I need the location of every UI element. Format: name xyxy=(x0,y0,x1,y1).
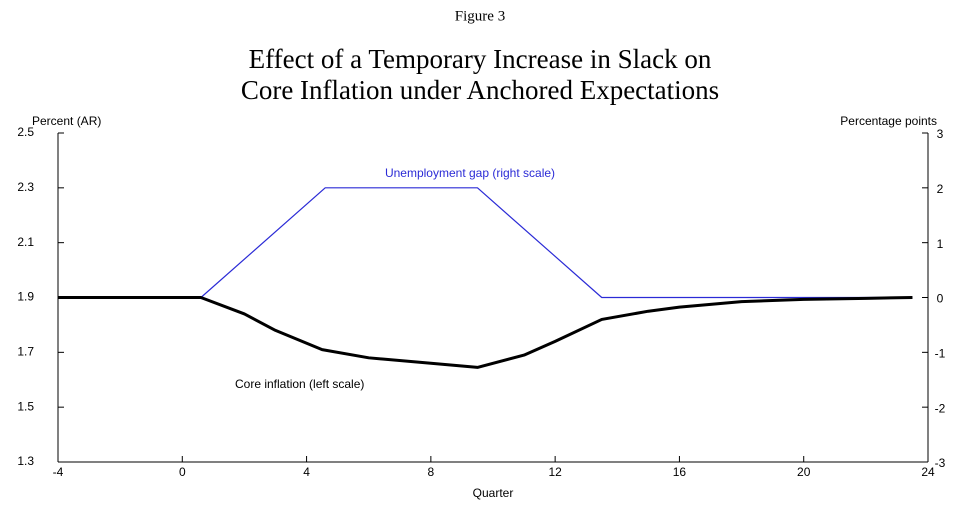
x-axis-label: Quarter xyxy=(473,486,514,500)
x-tick-label: -4 xyxy=(53,465,64,479)
y2-axis-label: Percentage points xyxy=(840,114,937,128)
figure-label: Figure 3 xyxy=(455,8,505,24)
y-tick-label: 2.1 xyxy=(17,235,34,249)
x-tick-label: 0 xyxy=(179,465,186,479)
series-line xyxy=(58,296,913,369)
x-tick-label: 20 xyxy=(797,465,811,479)
y2-tick-label: -2 xyxy=(935,401,946,415)
y-axis-label: Percent (AR) xyxy=(32,114,101,128)
x-tick-label: 8 xyxy=(428,465,435,479)
y2-tick-label: 0 xyxy=(937,292,944,306)
y-tick-label: 2.3 xyxy=(17,180,34,194)
y2-tick-label: -1 xyxy=(935,347,946,361)
y-tick-label: 1.3 xyxy=(17,454,34,468)
chart-title: Core Inflation under Anchored Expectatio… xyxy=(241,75,719,105)
x-tick-label: 24 xyxy=(921,465,935,479)
x-tick-label: 16 xyxy=(673,465,687,479)
x-tick-label: 4 xyxy=(303,465,310,479)
series-label: Core inflation (left scale) xyxy=(235,377,364,391)
series-label: Unemployment gap (right scale) xyxy=(385,166,555,180)
y2-tick-label: 1 xyxy=(937,237,944,251)
y2-tick-label: -3 xyxy=(935,456,946,470)
chart-title: Effect of a Temporary Increase in Slack … xyxy=(249,44,712,74)
series-line xyxy=(58,187,913,299)
y2-tick-label: 2 xyxy=(937,182,944,196)
y-tick-label: 1.7 xyxy=(17,345,34,359)
y2-tick-label: 3 xyxy=(937,127,944,141)
y-tick-label: 2.5 xyxy=(17,125,34,139)
y-tick-label: 1.5 xyxy=(17,399,34,413)
x-tick-label: 12 xyxy=(548,465,562,479)
y-tick-label: 1.9 xyxy=(17,290,34,304)
